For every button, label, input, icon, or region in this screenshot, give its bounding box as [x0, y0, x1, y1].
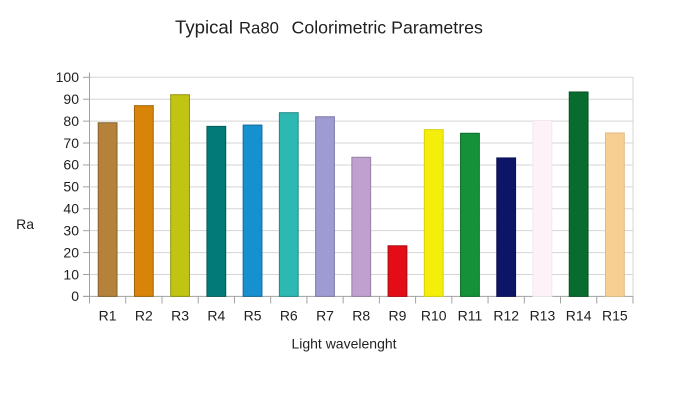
svg-text:R7: R7 [316, 308, 334, 324]
svg-text:100: 100 [56, 69, 80, 85]
svg-text:R3: R3 [171, 308, 189, 324]
svg-text:R1: R1 [99, 308, 117, 324]
svg-text:R10: R10 [421, 308, 447, 324]
svg-text:R4: R4 [207, 308, 225, 324]
svg-text:R12: R12 [493, 308, 519, 324]
svg-text:R14: R14 [566, 308, 592, 324]
svg-text:Ra: Ra [16, 216, 34, 232]
svg-text:R2: R2 [135, 308, 153, 324]
svg-text:40: 40 [63, 201, 79, 217]
svg-text:R13: R13 [530, 308, 556, 324]
svg-text:R15: R15 [602, 308, 628, 324]
svg-text:0: 0 [71, 288, 79, 304]
svg-text:20: 20 [63, 244, 79, 260]
svg-text:R6: R6 [280, 308, 298, 324]
svg-text:30: 30 [63, 222, 79, 238]
svg-text:80: 80 [63, 113, 79, 129]
svg-text:R11: R11 [458, 308, 483, 324]
svg-text:10: 10 [63, 266, 79, 282]
svg-text:Light wavelenght: Light wavelenght [291, 335, 396, 351]
svg-text:70: 70 [63, 135, 79, 151]
svg-text:R8: R8 [352, 308, 370, 324]
svg-text:R9: R9 [389, 308, 407, 324]
svg-text:R5: R5 [244, 308, 262, 324]
svg-text:90: 90 [63, 91, 79, 107]
svg-text:60: 60 [63, 157, 79, 173]
svg-text:50: 50 [63, 179, 79, 195]
